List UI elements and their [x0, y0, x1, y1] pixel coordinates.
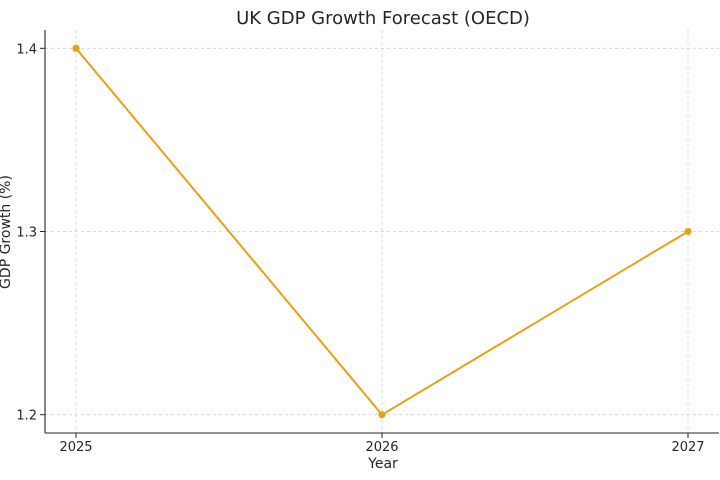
y-tick-label: 1.3 — [16, 226, 37, 241]
data-point — [72, 44, 80, 52]
y-tick-label: 1.4 — [16, 42, 37, 57]
data-point — [378, 411, 386, 419]
x-axis-label: Year — [367, 456, 398, 472]
x-tick-label: 2026 — [365, 440, 398, 455]
x-tick-label: 2027 — [671, 440, 704, 455]
series-layer — [72, 44, 692, 419]
chart-title: UK GDP Growth Forecast (OECD) — [236, 8, 530, 29]
y-axis-label: GDP Growth (%) — [0, 175, 14, 289]
data-point — [684, 227, 692, 236]
x-tick-label: 2025 — [59, 440, 92, 455]
gridlines — [45, 30, 719, 433]
y-tick-label: 1.2 — [16, 409, 37, 424]
axis-ticks: 2025 2026 2027 1.2 1.3 1.4 — [16, 42, 704, 455]
